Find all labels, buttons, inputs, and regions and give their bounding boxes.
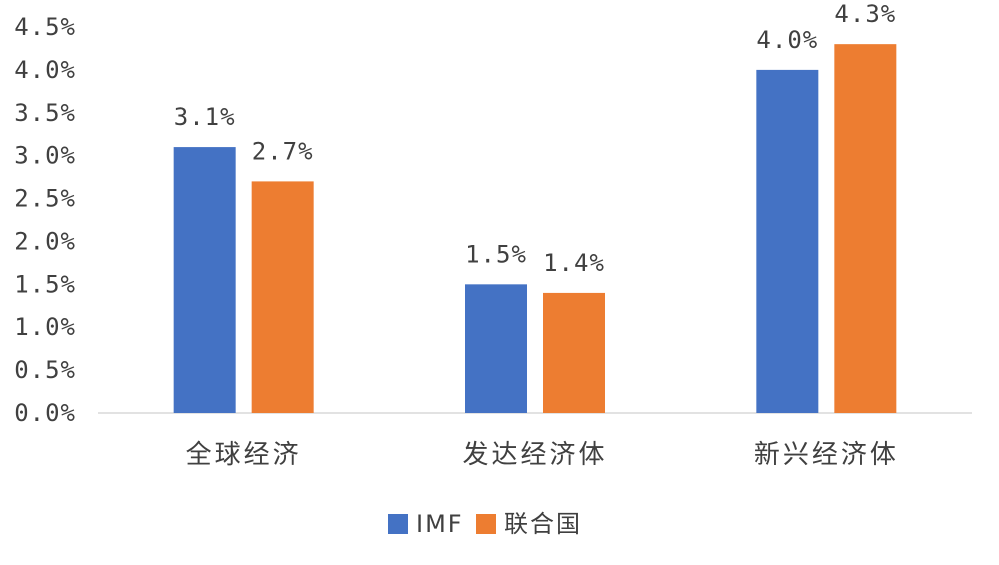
y-tick-label: 0.5%: [14, 356, 76, 384]
y-tick-label: 0.0%: [14, 399, 76, 427]
y-tick-label: 4.0%: [14, 56, 76, 84]
data-label: 2.7%: [252, 137, 314, 165]
category-label: 新兴经济体: [754, 440, 899, 470]
data-label: 4.0%: [756, 26, 818, 54]
bar-imf-2: [756, 69, 819, 413]
legend-label: IMF: [416, 510, 464, 538]
bar-imf-0: [173, 147, 236, 414]
legend-swatch-un: [476, 514, 496, 534]
y-tick-label: 3.5%: [14, 99, 76, 127]
data-label: 4.3%: [834, 0, 896, 28]
category-label: 发达经济体: [462, 440, 607, 470]
legend-swatch-imf: [388, 514, 408, 534]
y-tick-label: 2.5%: [14, 185, 76, 213]
y-tick-label: 1.0%: [14, 313, 76, 341]
legend: IMF 联合国: [388, 510, 582, 538]
y-tick-label: 2.0%: [14, 227, 76, 255]
y-tick-label: 4.5%: [14, 13, 76, 41]
bar-imf-1: [465, 284, 527, 413]
category-label: 全球经济: [186, 440, 302, 470]
y-tick-label: 1.5%: [14, 270, 76, 298]
bar-un-0: [251, 181, 314, 413]
data-label: 3.1%: [174, 103, 236, 131]
bar-un-2: [834, 44, 897, 414]
y-axis-ticks: 0.0% 0.5% 1.0% 1.5% 2.0% 2.5% 3.0% 3.5% 4.0% 4.5%: [14, 13, 76, 427]
data-label: 1.4%: [543, 249, 605, 277]
data-label: 1.5%: [465, 240, 527, 268]
legend-label: 联合国: [504, 510, 582, 538]
bar-series: [173, 44, 897, 414]
data-labels: 3.1% 2.7% 1.5% 1.4% 4.0% 4.3%: [174, 0, 896, 277]
y-tick-label: 3.0%: [14, 142, 76, 170]
x-axis-categories: 全球经济 发达经济体 新兴经济体: [186, 440, 899, 470]
bar-un-1: [543, 292, 605, 413]
